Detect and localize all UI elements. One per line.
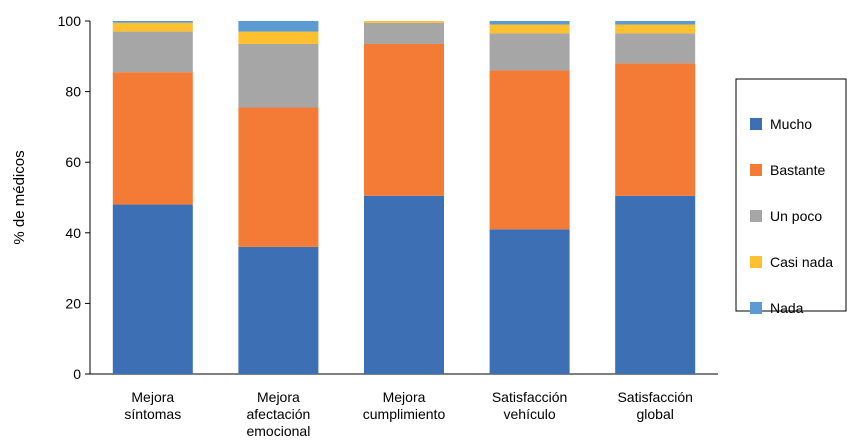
legend-swatch bbox=[750, 302, 762, 314]
x-tick-label: Mejora síntomas bbox=[124, 389, 181, 422]
bar-segment bbox=[615, 24, 696, 34]
legend-label: Nada bbox=[770, 300, 804, 316]
bar-segment bbox=[615, 21, 696, 25]
bar-segment bbox=[112, 72, 193, 205]
legend-label: Casi nada bbox=[770, 254, 833, 270]
legend-swatch bbox=[750, 118, 762, 130]
x-tick-label-line: Satisfacción bbox=[617, 389, 692, 405]
bar-segment bbox=[489, 33, 570, 71]
bar-segment bbox=[364, 195, 444, 374]
x-tick-label: Mejora afectación emocional bbox=[246, 389, 310, 439]
legend-label: Un poco bbox=[770, 208, 822, 224]
bar-segment bbox=[615, 33, 696, 64]
x-tick-label-line: Mejora bbox=[383, 389, 426, 405]
bar-segment bbox=[112, 31, 193, 73]
legend-swatch bbox=[750, 164, 762, 176]
x-tick-label-line: Satisfacción bbox=[492, 389, 567, 405]
x-tick-label-line: emocional bbox=[246, 423, 310, 439]
x-tick-label-line: Mejora bbox=[131, 389, 174, 405]
x-tick-label-line: Mejora bbox=[257, 389, 300, 405]
bar-segment bbox=[112, 204, 193, 374]
bar-segment bbox=[238, 43, 319, 108]
bar-segment bbox=[364, 43, 444, 196]
y-tick-label: 0 bbox=[73, 366, 81, 382]
bar-segment bbox=[238, 31, 319, 44]
x-tick-label-line: síntomas bbox=[124, 406, 181, 422]
bar-segment bbox=[489, 21, 570, 25]
bar-segment bbox=[238, 107, 319, 247]
y-tick-label: 40 bbox=[65, 225, 81, 241]
y-tick-label: 80 bbox=[65, 84, 81, 100]
legend-swatch bbox=[750, 210, 762, 222]
bar-segment bbox=[112, 21, 193, 23]
bar-segment bbox=[238, 21, 319, 32]
x-tick-label: Mejora cumplimiento bbox=[363, 389, 446, 422]
legend-swatch bbox=[750, 256, 762, 268]
bar-segment bbox=[615, 195, 696, 374]
x-tick-label: Satisfacción vehículo bbox=[492, 389, 567, 422]
bar-segment bbox=[364, 21, 444, 23]
legend-box bbox=[735, 78, 847, 312]
bar-segment bbox=[364, 22, 444, 44]
y-tick-label: 100 bbox=[58, 13, 82, 29]
legend-label: Mucho bbox=[770, 116, 812, 132]
bar-segment bbox=[489, 229, 570, 374]
bars bbox=[112, 21, 696, 374]
legend: Mucho Bastante Un poco Casi nada Nada bbox=[735, 78, 847, 316]
x-tick-label-line: global bbox=[637, 406, 674, 422]
x-tick-label: Satisfacción global bbox=[617, 389, 692, 422]
bar-segment bbox=[489, 70, 570, 230]
axes: 0 20 40 60 80 100 bbox=[58, 13, 718, 382]
bar-segment bbox=[615, 63, 696, 196]
bar-segment bbox=[238, 246, 319, 374]
x-tick-label-line: afectación bbox=[246, 406, 310, 422]
legend-label: Bastante bbox=[770, 162, 825, 178]
y-axis-label: % de médicos bbox=[11, 150, 28, 244]
x-tick-label-line: cumplimiento bbox=[363, 406, 446, 422]
bar-segment bbox=[112, 22, 193, 32]
bar-segment bbox=[489, 24, 570, 34]
y-tick-label: 60 bbox=[65, 154, 81, 170]
x-tick-label-line: vehículo bbox=[504, 406, 556, 422]
y-tick-label: 20 bbox=[65, 295, 81, 311]
